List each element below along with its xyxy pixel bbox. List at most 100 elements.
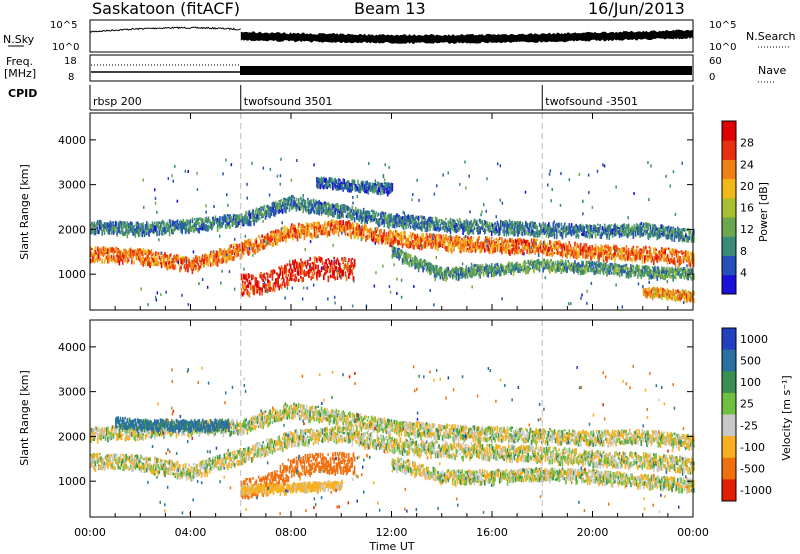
power-cell xyxy=(229,224,231,230)
power-cell xyxy=(278,238,280,242)
power-cell xyxy=(453,241,455,248)
power-cell xyxy=(663,247,665,252)
power-cell xyxy=(347,221,349,227)
power-cell xyxy=(637,245,639,249)
power-cell xyxy=(687,256,689,261)
power-cell xyxy=(364,184,366,190)
power-cell xyxy=(334,208,336,213)
power-cell xyxy=(622,224,624,230)
power-cell xyxy=(233,255,236,259)
power-cell xyxy=(616,224,619,228)
power-cell xyxy=(426,241,429,246)
power-cell xyxy=(548,226,550,231)
power-cell xyxy=(206,262,209,266)
power-cell xyxy=(184,221,187,224)
power-cell xyxy=(222,216,225,220)
power-cell xyxy=(128,228,131,233)
power-cell xyxy=(415,241,418,247)
power-cell xyxy=(340,224,342,230)
power-cell xyxy=(535,224,537,228)
power-cell xyxy=(334,266,336,272)
power-cell xyxy=(510,230,512,235)
power-cell xyxy=(289,272,292,278)
power-cell xyxy=(624,257,627,262)
power-cell xyxy=(633,256,636,261)
power-cell xyxy=(396,239,398,243)
power-cell xyxy=(240,247,243,253)
power-cell xyxy=(195,267,197,271)
power-cell xyxy=(241,245,244,251)
power-cell xyxy=(297,232,300,236)
power-cell xyxy=(581,226,583,229)
power-cell xyxy=(147,227,149,231)
power-cell xyxy=(101,225,103,228)
power-cell xyxy=(318,222,320,227)
power-cell xyxy=(301,223,303,227)
power-cell xyxy=(424,236,427,239)
power-cell xyxy=(175,255,178,261)
power-cell xyxy=(295,278,298,282)
power-cell xyxy=(425,223,428,229)
power-cell xyxy=(239,218,242,224)
power-cell xyxy=(473,227,476,230)
power-cell xyxy=(681,228,684,234)
power-cell xyxy=(542,221,544,227)
power-cell xyxy=(645,255,647,260)
power-cell xyxy=(517,224,519,231)
power-cell xyxy=(342,269,344,273)
power-cell xyxy=(204,224,206,229)
power-cell xyxy=(374,212,376,216)
power-cell xyxy=(120,251,123,255)
power-cell xyxy=(325,228,327,230)
power-cell xyxy=(93,258,95,264)
power-cell xyxy=(508,240,510,245)
power-cell xyxy=(254,218,257,222)
power-cell xyxy=(468,224,470,230)
power-cell xyxy=(392,240,395,245)
power-cell xyxy=(277,203,279,208)
power-cell xyxy=(173,255,175,260)
power-cell xyxy=(553,246,556,251)
power-cell xyxy=(492,244,494,248)
power-cell xyxy=(394,249,397,255)
power-cell xyxy=(383,182,386,185)
power-cell xyxy=(677,253,679,259)
power-cell xyxy=(449,223,452,228)
power-cell xyxy=(611,228,614,235)
power-cell xyxy=(135,222,138,226)
power-cell xyxy=(445,234,447,240)
power-cell xyxy=(259,290,261,296)
power-cell xyxy=(316,209,318,215)
power-cell xyxy=(318,204,320,210)
power-cell xyxy=(593,227,596,233)
power-cell xyxy=(670,260,672,264)
power-cell xyxy=(582,224,584,229)
power-cell xyxy=(391,233,394,240)
power-cell xyxy=(265,233,268,240)
power-cell xyxy=(667,234,670,239)
power-cell xyxy=(675,234,678,239)
power-cell xyxy=(126,223,129,227)
power-cell xyxy=(253,219,255,226)
power-cell xyxy=(391,242,394,247)
power-cell xyxy=(281,273,284,279)
power-cell xyxy=(188,228,190,235)
power-cell xyxy=(393,249,396,254)
power-cell xyxy=(136,226,139,231)
power-cell xyxy=(193,218,196,221)
power-cell xyxy=(320,230,323,236)
power-cell xyxy=(114,226,116,232)
power-cell xyxy=(598,252,600,256)
power-cell xyxy=(595,248,598,252)
power-cell xyxy=(235,214,237,218)
power-cell xyxy=(671,233,673,237)
power-cell xyxy=(509,250,511,256)
power-cell xyxy=(117,259,119,264)
power-cell xyxy=(464,244,467,247)
power-cell xyxy=(517,249,519,255)
power-cell xyxy=(246,285,249,288)
power-cell xyxy=(319,256,322,263)
power-cell xyxy=(476,221,478,227)
power-cell xyxy=(313,272,316,275)
power-cell xyxy=(243,242,245,249)
